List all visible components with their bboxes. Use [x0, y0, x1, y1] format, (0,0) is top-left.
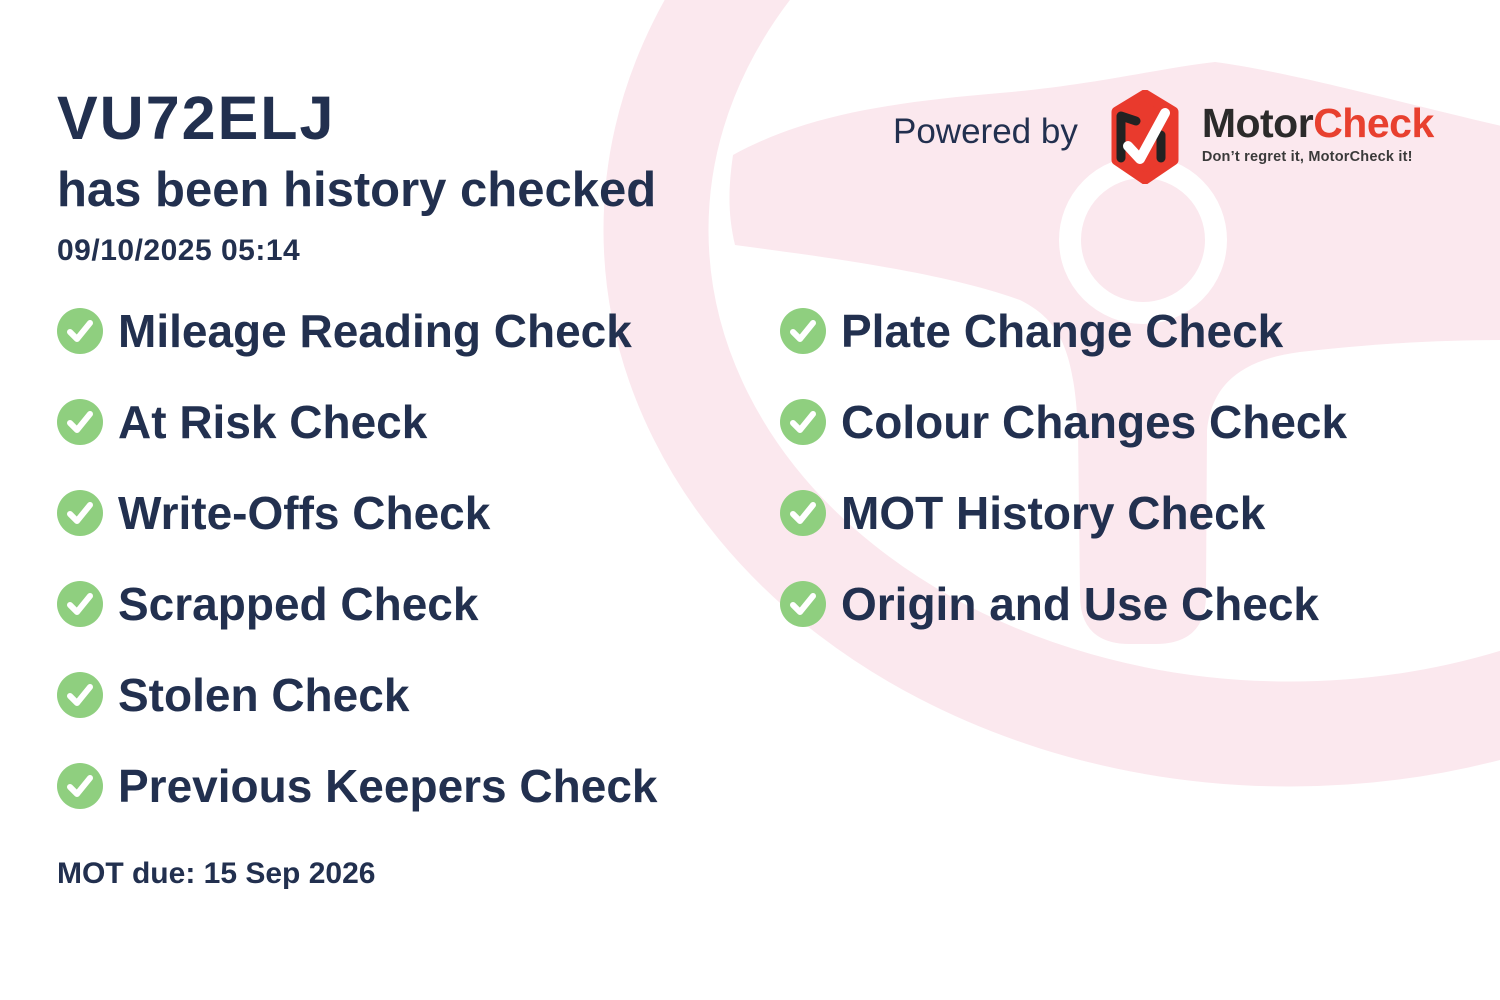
green-check-icon: [780, 581, 826, 627]
check-label: MOT History Check: [841, 487, 1266, 539]
check-label: Previous Keepers Check: [118, 760, 658, 812]
green-check-icon: [57, 581, 103, 627]
brand-name: MotorCheck: [1202, 103, 1434, 144]
brand-row: Powered by MotorCheck Don’t regret it, M…: [893, 90, 1434, 184]
check-label: Write-Offs Check: [118, 487, 491, 539]
check-item: Mileage Reading Check: [57, 308, 658, 354]
check-item: Write-Offs Check: [57, 490, 658, 536]
check-label: Origin and Use Check: [841, 578, 1320, 630]
logo-checkmark: [1122, 108, 1170, 164]
check-item: Scrapped Check: [57, 581, 658, 627]
check-label: Colour Changes Check: [841, 396, 1348, 448]
steering-wheel-rim: [603, 0, 1500, 787]
check-label: Plate Change Check: [841, 305, 1284, 357]
green-check-icon: [57, 490, 103, 536]
green-check-icon: [780, 308, 826, 354]
brand-name-check: Check: [1313, 100, 1434, 146]
brand-name-motor: Motor: [1201, 100, 1314, 146]
check-label: Stolen Check: [118, 669, 410, 721]
green-check-icon: [780, 399, 826, 445]
brand-tagline: Don’t regret it, MotorCheck it!: [1201, 149, 1413, 165]
mot-due-label: MOT due: 15 Sep 2026: [57, 857, 376, 890]
page-subtitle: has been history checked: [57, 163, 657, 217]
checks-column-left: Mileage Reading Check At Risk Check Writ…: [57, 308, 658, 809]
motorcheck-logo-icon: [1111, 90, 1179, 184]
powered-by-label: Powered by: [893, 112, 1078, 151]
check-label: Mileage Reading Check: [118, 305, 632, 357]
check-item: Origin and Use Check: [780, 581, 1347, 627]
check-label: At Risk Check: [118, 396, 428, 448]
check-item: At Risk Check: [57, 399, 658, 445]
green-check-icon: [57, 399, 103, 445]
green-check-icon: [57, 763, 103, 809]
steering-wheel-spokes: [729, 62, 1500, 644]
check-item: Stolen Check: [57, 672, 658, 718]
brand-text-block: MotorCheck Don’t regret it, MotorCheck i…: [1201, 103, 1434, 166]
green-check-icon: [780, 490, 826, 536]
green-check-icon: [57, 308, 103, 354]
check-item: MOT History Check: [780, 490, 1347, 536]
registration-plate: VU72ELJ: [57, 84, 336, 152]
logo-m-left-bar: [1116, 111, 1141, 163]
headline-block: VU72ELJ has been history checked 09/10/2…: [57, 88, 656, 268]
check-label: Scrapped Check: [118, 578, 479, 630]
checks-column-right: Plate Change Check Colour Changes Check …: [780, 308, 1347, 627]
green-check-icon: [57, 672, 103, 718]
check-item: Previous Keepers Check: [57, 763, 658, 809]
check-timestamp: 09/10/2025 05:14: [57, 234, 301, 267]
check-item: Plate Change Check: [780, 308, 1347, 354]
check-item: Colour Changes Check: [780, 399, 1347, 445]
